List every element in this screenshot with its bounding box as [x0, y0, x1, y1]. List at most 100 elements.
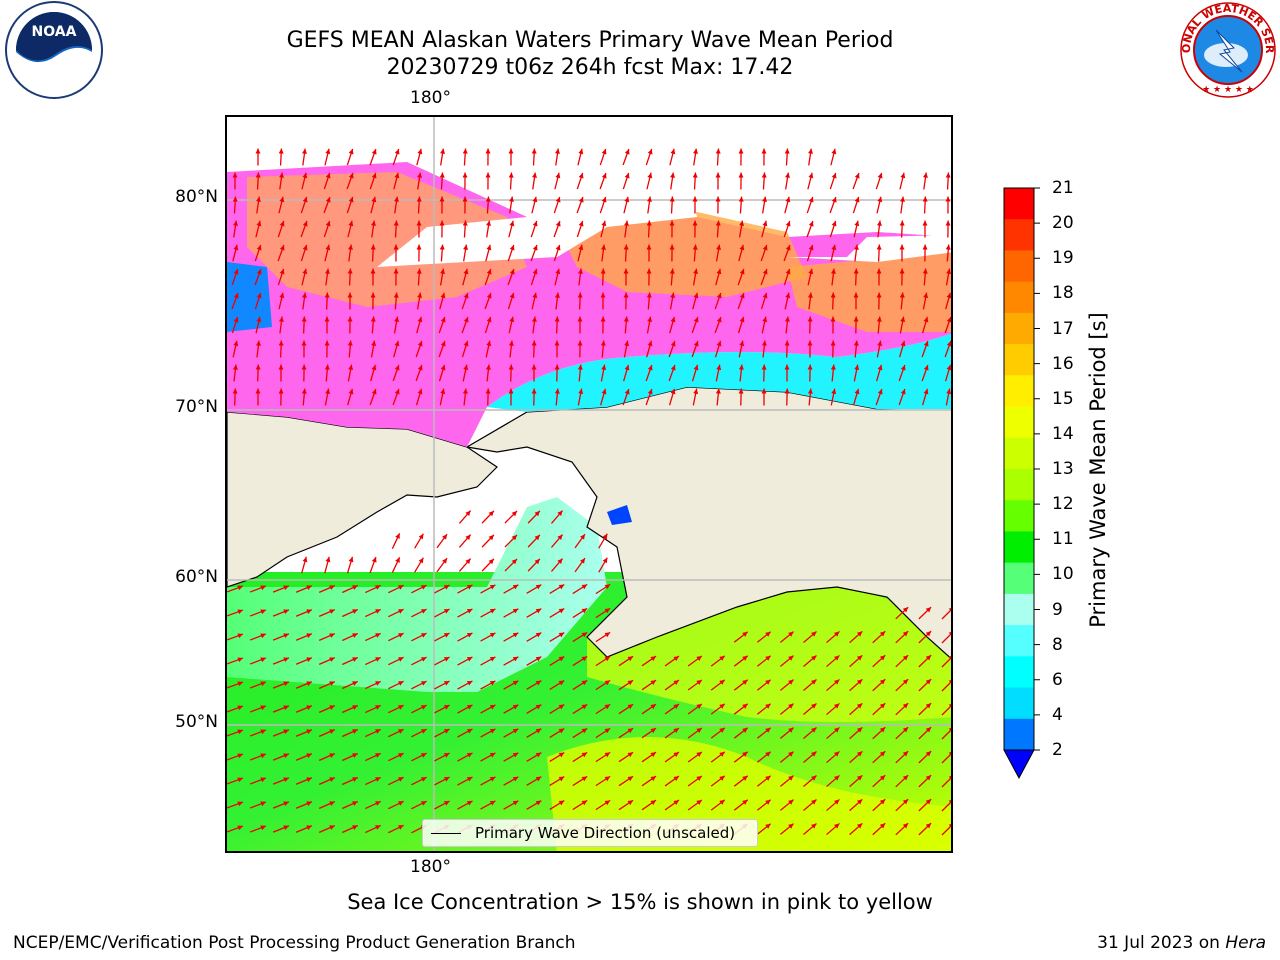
wave-arrow	[503, 680, 519, 690]
wave-arrow	[918, 606, 932, 620]
wave-arrow	[829, 196, 837, 214]
wave-arrow	[618, 775, 634, 787]
wave-arrow	[761, 388, 767, 406]
wave-arrow	[434, 776, 450, 786]
wave-arrow	[394, 196, 399, 214]
wave-arrow	[572, 703, 588, 715]
wave-arrow	[574, 533, 586, 549]
wave-arrow	[780, 823, 794, 835]
wave-arrow	[302, 148, 307, 166]
wave-arrow	[508, 220, 515, 238]
wave-arrow	[278, 340, 284, 358]
wave-arrow	[550, 558, 564, 572]
wave-arrow	[572, 583, 588, 595]
wave-arrow	[826, 774, 840, 788]
colorbar-tick-label: 9	[1052, 599, 1063, 620]
wave-arrow	[324, 316, 330, 334]
colorbar-tick-label: 16	[1052, 353, 1074, 374]
wave-arrow	[554, 268, 561, 286]
wave-arrow	[254, 292, 262, 310]
wave-arrow	[301, 316, 307, 334]
wave-arrow	[646, 172, 653, 190]
wave-arrow	[392, 364, 400, 382]
wave-arrow	[295, 633, 313, 641]
colorbar-segment	[1004, 344, 1034, 376]
wave-arrow	[503, 728, 519, 738]
wave-arrow	[733, 727, 749, 739]
colorbar-segment	[1004, 469, 1034, 501]
colorbar-segment	[1004, 437, 1034, 470]
wave-arrow	[249, 801, 267, 809]
wave-arrow	[391, 557, 401, 573]
wave-arrow	[875, 388, 883, 406]
wave-arrow	[301, 388, 307, 406]
wave-arrow	[669, 244, 675, 262]
wave-arrow	[691, 364, 699, 382]
sea-ice-thick-central	[557, 212, 807, 297]
wave-arrow	[549, 752, 565, 762]
wave-arrow	[411, 800, 427, 810]
wave-arrow	[300, 196, 308, 214]
wave-arrow	[370, 364, 377, 382]
wave-arrow	[595, 679, 611, 691]
wave-arrow	[348, 244, 353, 262]
wave-arrow	[318, 729, 336, 737]
wave-arrow	[941, 752, 951, 764]
wave-arrow	[737, 268, 745, 286]
wave-arrow	[341, 776, 359, 786]
wave-arrow	[761, 364, 767, 382]
wave-arrow	[295, 825, 313, 833]
wave-arrow	[733, 799, 749, 811]
wave-arrow	[692, 388, 699, 406]
wave-arrow	[691, 340, 699, 358]
wave-arrow	[457, 752, 473, 762]
wave-arrow	[921, 364, 929, 382]
wave-arrow	[572, 727, 588, 739]
wave-arrow	[710, 775, 726, 787]
wave-arrow	[733, 655, 749, 667]
wave-arrow	[600, 340, 606, 358]
wave-arrow	[715, 364, 722, 382]
wave-arrow	[347, 220, 354, 238]
wave-arrow	[532, 172, 537, 190]
wave-arrow	[439, 292, 446, 310]
wave-arrow	[300, 244, 308, 262]
wave-arrow	[527, 510, 541, 524]
wave-arrow	[526, 656, 542, 666]
wave-arrow	[508, 364, 514, 382]
wave-arrow	[504, 558, 518, 572]
wave-arrow	[318, 825, 336, 833]
wave-arrow	[687, 679, 703, 691]
wave-arrow	[669, 292, 676, 310]
wave-arrow	[577, 388, 584, 406]
wave-arrow	[370, 244, 376, 262]
wave-arrow	[872, 798, 886, 812]
wave-arrow	[324, 388, 331, 406]
wave-arrow	[272, 825, 290, 833]
wave-arrow	[687, 703, 703, 715]
wave-arrow	[255, 340, 261, 358]
wave-arrow	[503, 584, 519, 594]
wave-arrow	[598, 533, 608, 549]
wave-arrow	[595, 727, 611, 739]
wave-arrow	[388, 656, 404, 666]
wave-arrow	[944, 340, 951, 358]
wave-arrow	[710, 655, 726, 667]
wave-arrow	[899, 292, 905, 310]
wave-arrow	[715, 172, 721, 190]
wave-arrow	[411, 752, 427, 762]
wave-arrow	[227, 753, 244, 761]
wave-arrow	[803, 799, 817, 811]
low-period-patch-west	[227, 262, 272, 332]
colorbar-tick-label: 8	[1052, 634, 1063, 655]
nws-logo: NATIONAL WEATHER SERVICE ★ ★ ★ ★ ★	[1176, 0, 1276, 98]
wave-arrow	[347, 364, 354, 382]
wave-arrow	[899, 244, 905, 262]
wave-arrow	[530, 220, 538, 238]
wave-arrow	[272, 681, 290, 689]
wave-arrow	[714, 316, 722, 334]
wave-arrow	[481, 534, 495, 548]
wave-arrow	[803, 727, 817, 739]
wave-arrow	[531, 388, 537, 406]
wave-arrow	[641, 703, 657, 715]
